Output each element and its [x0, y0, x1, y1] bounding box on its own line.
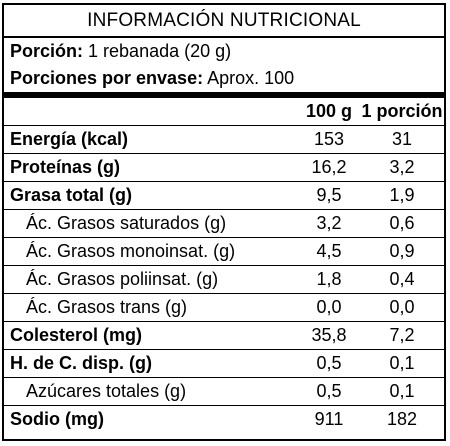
nutrient-value-per-100g: 0,5 — [316, 381, 342, 401]
label-title: INFORMACIÓN NUTRICIONAL — [4, 5, 444, 38]
nutrient-row-polyunsaturated-fat: Ác. Grasos poliinsat. (g) 1,8 0,4 — [4, 266, 444, 294]
nutrient-row-saturated-fat: Ác. Grasos saturados (g) 3,2 0,6 — [4, 210, 444, 238]
nutrient-value-per-serving: 0,1 — [389, 381, 415, 401]
servings-per-container-label: Porciones por envase: — [10, 68, 204, 88]
nutrient-name: Ác. Grasos saturados (g) — [26, 213, 227, 233]
nutrient-row-cholesterol: Colesterol (mg) 35,8 7,2 — [4, 322, 444, 350]
nutrient-value-per-serving: 1,9 — [389, 185, 415, 205]
nutrient-name: Energía (kcal) — [10, 129, 129, 149]
servings-per-container-row: Porciones por envase: Aprox. 100 — [4, 65, 444, 92]
nutrient-value-per-serving: 0,1 — [389, 353, 415, 373]
nutrient-value-per-serving: 31 — [391, 129, 413, 149]
nutrient-value-per-serving: 7,2 — [389, 325, 415, 345]
column-header-per-serving: 1 porción — [361, 101, 443, 121]
nutrient-value-per-100g: 35,8 — [311, 325, 347, 345]
nutrient-name: Colesterol (mg) — [10, 325, 143, 345]
nutrient-row-monounsaturated-fat: Ác. Grasos monoinsat. (g) 4,5 0,9 — [4, 238, 444, 266]
column-header-row: 100 g 1 porción — [4, 92, 444, 125]
serving-size-row: Porción: 1 rebanada (20 g) — [4, 38, 444, 65]
serving-size-value: 1 rebanada (20 g) — [88, 41, 232, 61]
serving-size-label: Porción: — [10, 41, 84, 61]
nutrient-value-per-100g: 0,0 — [316, 297, 342, 317]
column-header-per-100g: 100 g — [305, 101, 353, 121]
nutrient-value-per-serving: 182 — [386, 409, 418, 429]
nutrient-value-per-serving: 0,4 — [389, 269, 415, 289]
nutrient-row-protein: Proteínas (g) 16,2 3,2 — [4, 154, 444, 182]
nutrient-name: H. de C. disp. (g) — [10, 353, 152, 373]
nutrient-value-per-100g: 1,8 — [316, 269, 342, 289]
nutrient-name: Ác. Grasos poliinsat. (g) — [26, 269, 219, 289]
nutrient-value-per-serving: 0,9 — [389, 241, 415, 261]
nutrient-name: Sodio (mg) — [10, 409, 104, 429]
nutrient-value-per-100g: 153 — [313, 129, 345, 149]
nutrient-table: Energía (kcal) 153 31 Proteínas (g) 16,2… — [4, 125, 444, 433]
nutrient-name: Ác. Grasos monoinsat. (g) — [26, 241, 236, 261]
nutrient-name: Azúcares totales (g) — [26, 381, 187, 401]
nutrient-value-per-100g: 4,5 — [316, 241, 342, 261]
nutrient-row-total-fat: Grasa total (g) 9,5 1,9 — [4, 182, 444, 210]
nutrient-value-per-100g: 16,2 — [311, 157, 347, 177]
nutrient-value-per-100g: 9,5 — [316, 185, 342, 205]
nutrient-value-per-serving: 0,6 — [389, 213, 415, 233]
nutrient-value-per-100g: 911 — [314, 409, 344, 429]
servings-per-container-value: Aprox. 100 — [207, 68, 295, 88]
nutrient-row-trans-fat: Ác. Grasos trans (g) 0,0 0,0 — [4, 294, 444, 322]
nutrient-value-per-100g: 3,2 — [316, 213, 342, 233]
nutrient-row-available-carbs: H. de C. disp. (g) 0,5 0,1 — [4, 350, 444, 378]
nutrient-row-total-sugars: Azúcares totales (g) 0,5 0,1 — [4, 378, 444, 406]
nutrient-row-sodium: Sodio (mg) 911 182 — [4, 406, 444, 433]
nutrient-name: Ác. Grasos trans (g) — [26, 297, 188, 317]
nutrient-value-per-serving: 0,0 — [389, 297, 415, 317]
nutrient-value-per-100g: 0,5 — [316, 353, 342, 373]
nutrition-facts-label: INFORMACIÓN NUTRICIONAL Porción: 1 reban… — [2, 3, 446, 441]
nutrient-name: Grasa total (g) — [10, 185, 133, 205]
nutrient-value-per-serving: 3,2 — [389, 157, 415, 177]
nutrient-name: Proteínas (g) — [10, 157, 121, 177]
nutrient-row-energy: Energía (kcal) 153 31 — [4, 126, 444, 154]
